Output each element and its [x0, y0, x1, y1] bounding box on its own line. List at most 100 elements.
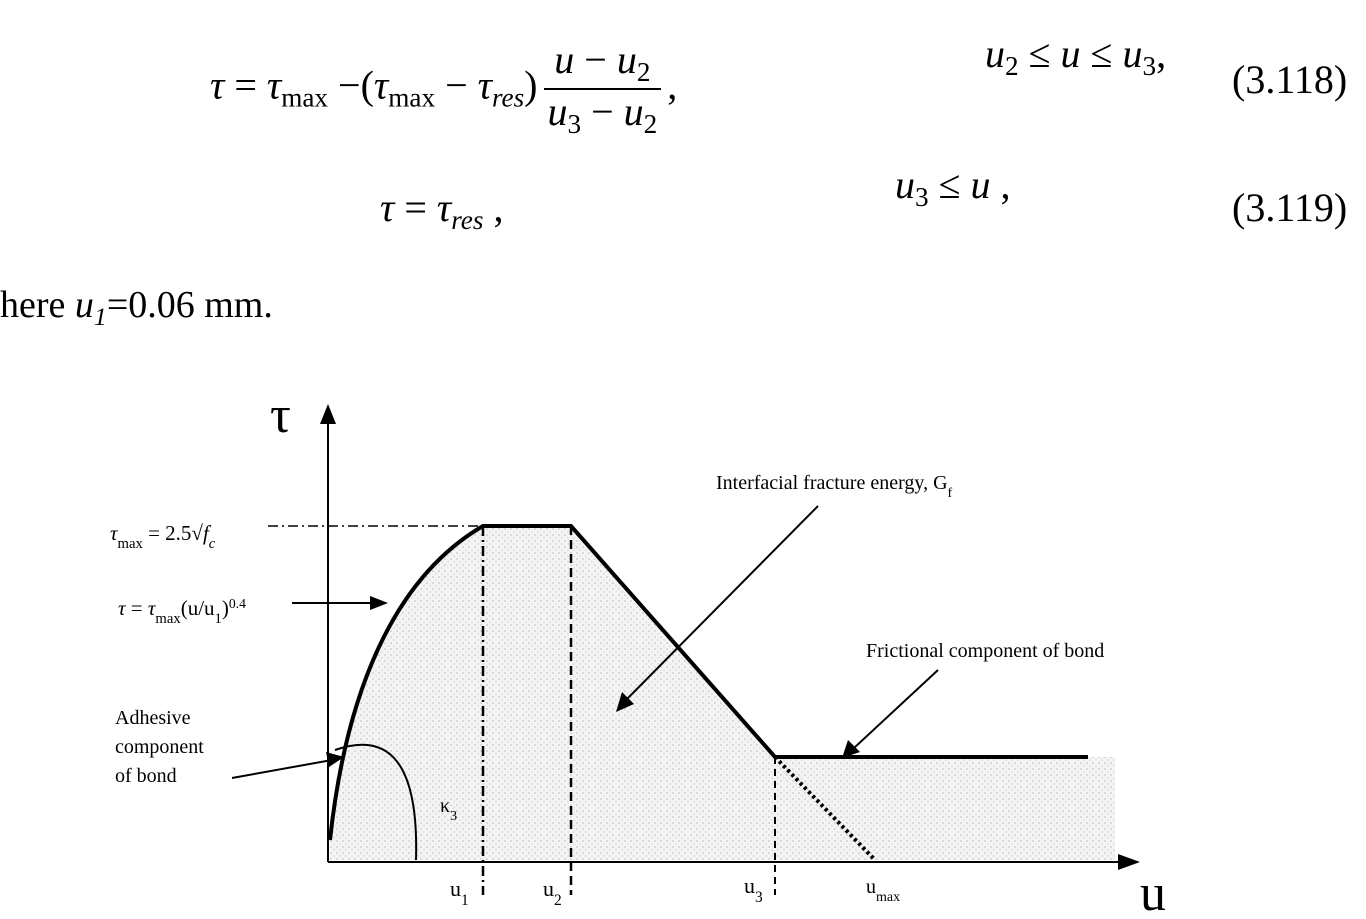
- x-arrow: [1118, 854, 1140, 870]
- tick-label: u3: [744, 873, 763, 906]
- math-text: u: [554, 37, 575, 82]
- label-text: 1: [461, 892, 469, 909]
- x-axis-label: u: [1140, 865, 1166, 919]
- label-text: τ: [110, 521, 119, 545]
- math-text: τ: [380, 185, 395, 230]
- label-line: of bond: [115, 765, 177, 787]
- label-text: u: [866, 876, 876, 898]
- y-arrow: [320, 404, 336, 424]
- math-text: 2: [1005, 51, 1019, 82]
- label-text: 3: [755, 889, 763, 906]
- note: here u1=0.06 mm.: [0, 286, 273, 330]
- label-text: τ: [118, 596, 127, 620]
- math-text: u: [970, 162, 991, 207]
- label-text: max: [876, 890, 900, 905]
- math-text: u: [623, 89, 644, 135]
- arrow: [231, 759, 333, 779]
- math-text: res: [451, 205, 484, 236]
- equation-number: (3.118): [1232, 57, 1348, 102]
- label-text: c: [209, 536, 216, 552]
- math-text: ,: [1156, 31, 1167, 76]
- label-line: Adhesive: [115, 707, 191, 729]
- label-text: =: [126, 596, 148, 620]
- equation: τ = τres ,: [380, 188, 503, 234]
- math-text: 1: [93, 301, 107, 331]
- label-text: 0.4: [229, 596, 246, 611]
- label-text: = 2.5√: [143, 521, 204, 545]
- equation-condition: u3 ≤ u ,: [895, 165, 1011, 211]
- numerator: u − u2: [543, 37, 662, 91]
- arrow: [625, 505, 819, 701]
- math-text: −: [574, 37, 617, 82]
- math-text: −: [581, 89, 624, 135]
- label-text: max: [118, 536, 144, 552]
- math-text: 2: [636, 57, 651, 88]
- tick-label: u1: [450, 876, 469, 909]
- math-text: u: [985, 31, 1005, 76]
- label-text: τ: [148, 596, 157, 620]
- math-text: u: [547, 89, 568, 135]
- math-text: =0.06 mm.: [106, 284, 273, 326]
- math-text: =: [394, 185, 437, 230]
- equation: τ = τmax −(τmax − τres) u − u2 u3 − u2,: [210, 38, 677, 141]
- math-text: ,: [483, 185, 504, 230]
- label-text: u: [744, 873, 755, 898]
- math-text: ≤: [1018, 31, 1061, 76]
- arrow-head: [326, 752, 344, 767]
- math-text: u: [1122, 31, 1143, 76]
- frictional-label: Frictional component of bond: [866, 640, 1104, 662]
- math-text: τ: [477, 62, 492, 108]
- shaded-area: [330, 526, 1115, 860]
- label-text: κ: [440, 795, 450, 817]
- math-text: ,: [990, 162, 1011, 207]
- arrow: [853, 669, 939, 749]
- y-axis-label: τ: [270, 387, 291, 444]
- math-text: u: [895, 162, 915, 207]
- math-text: ): [524, 62, 538, 108]
- math-text: u: [1060, 31, 1081, 76]
- math-text: τ: [266, 62, 282, 108]
- label-text: u: [450, 876, 461, 901]
- fraction: u − u2 u3 − u2: [543, 37, 662, 141]
- arrow-head: [370, 596, 388, 610]
- math-text: −(: [328, 62, 374, 108]
- tau-max-label: τmax = 2.5√fc: [110, 521, 216, 552]
- tick-label: u2: [543, 876, 562, 909]
- label-text: 2: [554, 892, 562, 909]
- math-text: u: [74, 284, 94, 326]
- arrow-head: [842, 740, 860, 758]
- math-text: =: [224, 62, 267, 108]
- math-text: 3: [567, 109, 582, 140]
- math-text: τ: [436, 185, 452, 230]
- k3-arc: [334, 743, 418, 861]
- math-text: ≤: [928, 162, 971, 207]
- label-text: u: [543, 876, 554, 901]
- denominator: u3 − u2: [544, 90, 662, 140]
- math-text: τ: [210, 62, 225, 108]
- label-text: Interfacial fracture energy, G: [716, 472, 948, 494]
- math-text: ≤: [1080, 31, 1123, 76]
- label-text: ): [222, 596, 229, 620]
- equation-number: (3.119): [1232, 185, 1348, 230]
- math-text: τ: [373, 62, 389, 108]
- power-law-label: τ = τmax(u/u1)0.4: [118, 596, 246, 628]
- label-text: 1: [215, 611, 222, 627]
- adhesive-label: Adhesive component of bond: [115, 707, 204, 787]
- label-text: 3: [450, 809, 457, 824]
- math-text: 2: [643, 109, 658, 140]
- math-text: 3: [1142, 51, 1157, 82]
- label-text: (u/u: [181, 596, 215, 620]
- arrow-head: [616, 692, 634, 712]
- math-text: 3: [915, 182, 929, 213]
- equation-condition: u2 ≤ u ≤ u3,: [985, 34, 1166, 80]
- label-text: f: [948, 486, 953, 501]
- math-text: max: [281, 82, 329, 113]
- math-text: res: [491, 82, 525, 113]
- math-text: ,: [667, 62, 678, 108]
- math-text: −: [435, 62, 478, 108]
- fracture-energy-label: Interfacial fracture energy, Gf: [716, 472, 953, 501]
- label-text: f: [203, 521, 212, 545]
- kappa-label: κ3: [440, 795, 457, 824]
